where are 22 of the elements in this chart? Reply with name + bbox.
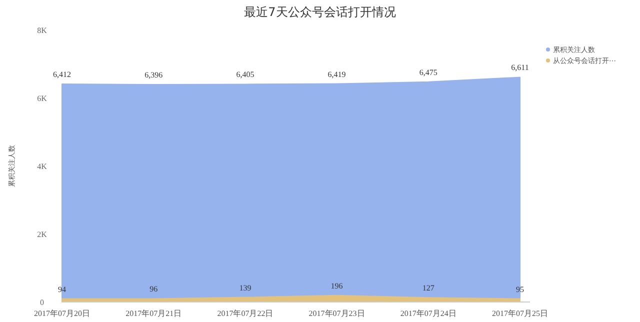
data-label: 96 xyxy=(150,284,158,294)
data-label: 6,396 xyxy=(144,70,163,80)
x-tick-label: 2017年07月21日 xyxy=(126,309,182,318)
data-label: 139 xyxy=(239,283,252,292)
data-label: 127 xyxy=(422,284,434,293)
data-label: 6,611 xyxy=(511,63,529,72)
y-tick-label: 0 xyxy=(40,298,44,307)
data-label: 6,419 xyxy=(328,70,346,79)
data-label: 6,412 xyxy=(53,70,71,79)
data-label: 6,475 xyxy=(419,68,438,77)
y-tick-label: 2K xyxy=(37,230,48,239)
chart-title: 最近7天公众号会话打开情况 xyxy=(244,5,396,19)
data-label: 6,405 xyxy=(236,70,254,80)
x-tick-label: 2017年07月22日 xyxy=(217,309,274,318)
y-tick-label: 8K xyxy=(37,26,48,35)
x-tick-label: 2017年07月24日 xyxy=(400,309,456,318)
x-tick-label: 2017年07月20日 xyxy=(34,309,90,318)
y-tick-label: 6K xyxy=(37,94,48,103)
data-label: 196 xyxy=(330,281,343,290)
x-tick-label: 2017年07月25日 xyxy=(492,309,548,318)
x-tick-label: 2017年07月23日 xyxy=(308,309,365,318)
y-tick-label: 4K xyxy=(37,162,48,171)
